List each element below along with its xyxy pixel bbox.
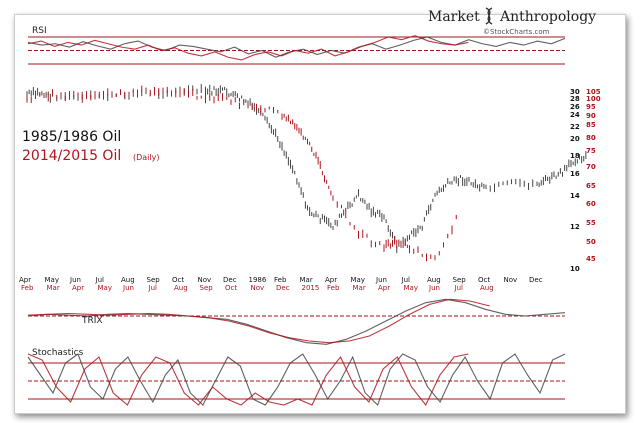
y-right-tick-75: 75 [586, 147, 596, 155]
legend-red-suffix: (Daily) [133, 153, 159, 162]
y-right-tick-85: 85 [586, 121, 596, 129]
y-left-tick-22: 22 [570, 123, 580, 131]
x-tick-top-14: Jun [375, 276, 387, 284]
y-right-tick-55: 55 [586, 219, 596, 227]
x-tick-top-9: 1986 [249, 276, 267, 284]
x-tick-top-0: Apr [19, 276, 31, 284]
brand-credit: ©StockCharts.com [483, 28, 550, 36]
y-left-tick-28: 28 [570, 95, 580, 103]
x-tick-top-3: Jul [95, 276, 105, 284]
y-right-tick-70: 70 [586, 163, 596, 171]
y-left-tick-14: 14 [570, 192, 580, 200]
y-left-tick-16: 16 [570, 170, 580, 178]
legend-black: 1985/1986 Oil [22, 129, 121, 145]
x-tick-bottom-10: Dec [276, 284, 290, 292]
price-series-black [26, 84, 587, 254]
y-right-tick-80: 80 [586, 134, 596, 142]
dna-helix-icon [485, 7, 493, 25]
y-right-tick-90: 90 [586, 112, 596, 120]
x-tick-top-15: Jul [401, 276, 411, 284]
x-tick-bottom-17: Jul [454, 284, 464, 292]
x-tick-bottom-13: Mar [353, 284, 366, 292]
trix-title: TRIX [81, 316, 103, 326]
x-tick-bottom-3: May [98, 284, 112, 292]
y-right-tick-45: 45 [586, 255, 596, 263]
brand-title-left: Market [428, 9, 480, 25]
stoch-title: Stochastics [32, 348, 84, 358]
y-left-tick-24: 24 [570, 111, 580, 119]
x-tick-bottom-14: Apr [378, 284, 390, 292]
x-tick-top-7: Nov [198, 276, 212, 284]
y-right-tick-65: 65 [586, 182, 596, 190]
x-tick-top-17: Sep [453, 276, 467, 284]
x-tick-top-2: Jun [69, 276, 81, 284]
x-tick-top-20: Dec [529, 276, 543, 284]
x-tick-top-19: Nov [504, 276, 518, 284]
trix-series-red [27, 298, 490, 344]
brand-title-right: Anthropology [499, 9, 596, 25]
x-tick-top-12: Apr [325, 276, 337, 284]
x-tick-top-10: Feb [274, 276, 287, 284]
x-tick-bottom-1: Mar [47, 284, 60, 292]
x-tick-top-4: Aug [121, 276, 135, 284]
x-tick-top-13: May [351, 276, 365, 284]
x-tick-bottom-5: Jul [148, 284, 158, 292]
trix-series-black [27, 298, 566, 345]
y-right-tick-105: 105 [586, 88, 601, 96]
x-tick-bottom-6: Aug [174, 284, 188, 292]
y-right-tick-60: 60 [586, 200, 596, 208]
x-tick-top-6: Oct [172, 276, 184, 284]
x-tick-top-1: May [45, 276, 59, 284]
x-tick-bottom-8: Oct [225, 284, 237, 292]
x-tick-bottom-15: May [404, 284, 418, 292]
y-right-tick-50: 50 [586, 238, 596, 246]
x-tick-bottom-11: 2015 [302, 284, 320, 292]
y-left-tick-10: 10 [570, 265, 580, 273]
x-tick-top-8: Dec [223, 276, 237, 284]
x-tick-bottom-4: Jun [122, 284, 134, 292]
rsi-series-black [27, 36, 566, 58]
rsi-title: RSI [32, 26, 47, 36]
rsi-series-red [27, 35, 469, 61]
y-left-tick-18: 18 [570, 152, 580, 160]
y-left-tick-12: 12 [570, 223, 580, 231]
legend-red: 2014/2015 Oil [22, 148, 121, 164]
x-tick-bottom-2: Apr [72, 284, 84, 292]
y-right-tick-100: 100 [586, 95, 601, 103]
stochastics-series-red [27, 353, 469, 407]
y-left-tick-30: 30 [570, 88, 580, 96]
x-tick-top-11: Mar [300, 276, 313, 284]
y-right-tick-95: 95 [586, 103, 596, 111]
y-left-tick-20: 20 [570, 135, 580, 143]
x-tick-bottom-12: Feb [327, 284, 340, 292]
x-tick-bottom-7: Sep [200, 284, 214, 292]
stochastics-series-black [27, 353, 566, 406]
price-series-red [26, 85, 457, 262]
chart-frame [14, 14, 626, 414]
x-tick-top-5: Sep [147, 276, 161, 284]
x-tick-bottom-16: Jun [428, 284, 440, 292]
x-tick-bottom-9: Nov [251, 284, 265, 292]
x-tick-bottom-18: Aug [480, 284, 494, 292]
x-tick-top-18: Oct [478, 276, 490, 284]
y-left-tick-26: 26 [570, 103, 580, 111]
x-tick-bottom-0: Feb [21, 284, 34, 292]
x-tick-top-16: Aug [427, 276, 441, 284]
